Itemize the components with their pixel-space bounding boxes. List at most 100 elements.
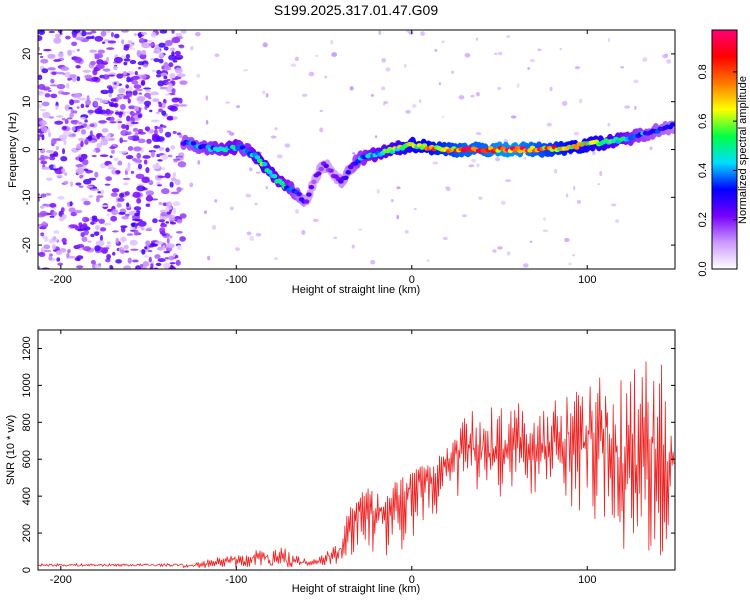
spectrogram-cell: [70, 181, 74, 187]
spectrogram-cell: [441, 40, 445, 44]
spectrogram-cell: [49, 203, 57, 208]
x-tick-label: -100: [225, 274, 247, 286]
spectrogram-cell: [143, 87, 152, 90]
spectrogram-cell: [83, 229, 89, 236]
spectrogram-cell: [141, 248, 146, 255]
spectrogram-cell: [38, 30, 45, 36]
spectrogram-cell: [172, 207, 177, 215]
spectrogram-cell: [171, 177, 177, 182]
spectrogram-cell: [345, 170, 352, 175]
spectrogram-cell: [383, 103, 386, 106]
spectrogram-cell: [44, 93, 51, 98]
spectrogram-cell: [225, 101, 231, 104]
snr-x-axis: -200 -100 0 100: [50, 330, 596, 586]
spectrogram-cell: [173, 57, 182, 60]
spectrogram-cell: [245, 193, 252, 198]
spectrogram-cell: [328, 168, 334, 173]
spectrogram-cell: [145, 203, 151, 207]
spectrogram-cell: [505, 179, 512, 182]
spectrogram-cell: [145, 89, 151, 93]
spectrogram-cell: [132, 90, 138, 96]
spectrogram-cell: [50, 93, 58, 99]
colorbar-label: Normalized spectral amplitude: [737, 76, 749, 224]
spectrogram-cell: [274, 127, 278, 131]
spectrogram-cell: [138, 66, 142, 70]
spectrogram-cell: [139, 263, 144, 268]
spectrogram-cell: [67, 249, 71, 254]
spectrogram-cell: [125, 213, 130, 217]
spectrogram-cell: [172, 131, 177, 135]
spectrogram-cell: [385, 67, 391, 72]
spectrogram-cell: [56, 115, 64, 118]
spectrogram-cell: [94, 231, 100, 236]
spectrogram-cell: [41, 166, 51, 170]
spectrogram-cell: [152, 119, 159, 122]
spectrogram-cell: [38, 136, 41, 141]
y-tick-label: -20: [21, 237, 33, 253]
spectrogram-cell: [129, 239, 138, 246]
spectrogram-cell: [168, 255, 175, 261]
spectrogram-cell: [90, 259, 96, 265]
spectrogram-cell: [118, 192, 125, 199]
spectrogram-cell: [157, 184, 163, 187]
spectrogram-cell: [169, 72, 176, 80]
spectrogram-cell: [163, 98, 167, 104]
spectrogram-cell: [154, 241, 164, 245]
spectrogram-cell: [107, 164, 114, 170]
spectrogram-cell: [119, 236, 127, 243]
spectrogram-cell: [172, 116, 178, 120]
spectrogram-cell: [40, 193, 47, 198]
spectrogram-cell: [137, 220, 147, 227]
spectrogram-cell: [607, 38, 611, 43]
colorbar-tick-label: 0.8: [697, 64, 709, 79]
spectrogram-cell: [49, 153, 56, 158]
spectrogram-cell: [246, 231, 252, 236]
spectrogram-cell: [53, 59, 62, 62]
spectrogram-cell: [151, 133, 158, 140]
spectrogram-cell: [159, 30, 168, 34]
spectrogram-cell: [94, 171, 99, 178]
spectrogram-cell: [175, 259, 181, 266]
spectrogram-cell: [597, 182, 600, 186]
spectrogram-cell: [451, 70, 455, 74]
spectrogram-cell: [150, 151, 155, 158]
spectrogram-cell: [113, 65, 118, 71]
spectrogram-cell: [160, 72, 168, 77]
spectrogram-cell: [76, 65, 81, 69]
spectrogram-cell: [64, 71, 71, 78]
spectrogram-cell: [61, 118, 66, 121]
spectrogram-cell: [123, 244, 129, 250]
spectrogram-cell: [529, 240, 533, 243]
spectrogram-cell: [179, 134, 183, 139]
spectrogram-cell: [92, 149, 97, 153]
spectrogram-cell: [162, 125, 167, 128]
spectrogram-cell: [69, 99, 75, 106]
spectrogram-cell: [118, 94, 125, 97]
spectrogram-cell: [96, 58, 104, 65]
spectrogram-cell: [129, 43, 135, 47]
spectrogram-cell: [91, 215, 98, 220]
spectrogram-cell: [118, 87, 126, 94]
spectrogram-cell: [138, 32, 143, 39]
spectrogram-cell: [94, 97, 103, 101]
spectrogram-cell: [113, 82, 117, 85]
spectrogram-cell: [177, 161, 187, 168]
spectrogram-cell: [160, 188, 170, 195]
spectrogram-cell: [58, 134, 68, 141]
spectrogram-cell: [506, 251, 511, 256]
spectrogram-cell: [476, 163, 480, 168]
spectrogram-cell: [44, 87, 51, 90]
spectrogram-cell: [497, 87, 502, 90]
spectrogram-cell: [60, 66, 70, 71]
spectrogram-cell: [470, 94, 475, 98]
spectrogram-cell: [137, 114, 143, 118]
spectrogram-cell: [432, 161, 439, 165]
spectrogram-cell: [80, 198, 89, 202]
spectrogram-cell: [144, 126, 151, 132]
spectrogram-cell: [101, 128, 109, 133]
spectrogram-cell: [97, 190, 101, 194]
spectrogram-cell: [68, 133, 77, 138]
spectrogram-cell: [180, 30, 187, 34]
spectrogram-cell: [572, 254, 575, 257]
spectrogram-cell: [134, 70, 138, 76]
